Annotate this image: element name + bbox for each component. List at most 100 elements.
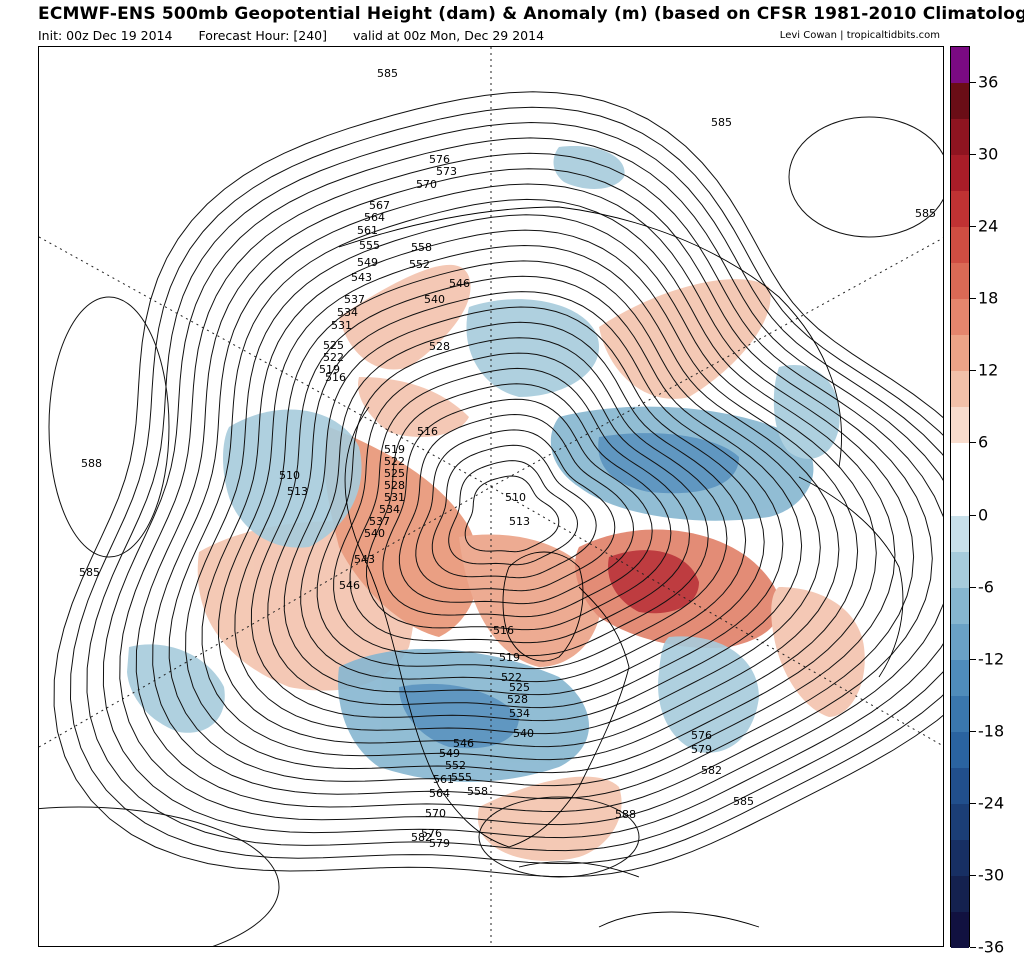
colorbar-segment (951, 191, 969, 228)
contour-label: 534 (337, 306, 358, 319)
contour-label: 558 (411, 241, 432, 254)
height-contour (464, 475, 560, 553)
contour-label: 585 (377, 67, 398, 80)
colorbar-label: -30 (978, 865, 1005, 885)
colorbar-label: 12 (978, 360, 999, 380)
contour-label: 531 (331, 319, 352, 332)
colorbar-segment (951, 443, 969, 480)
height-contour (250, 275, 803, 722)
contour-label: 576 (421, 827, 442, 840)
contour-label: 528 (507, 693, 528, 706)
colorbar-label: -36 (978, 937, 1005, 957)
colorbar-label: 36 (978, 72, 999, 92)
height-contour (168, 198, 896, 787)
anomaly-blob-kara (466, 299, 599, 397)
valid-time: valid at 00z Mon, Dec 29 2014 (353, 28, 545, 43)
height-contour (234, 260, 821, 735)
colorbar-segment (951, 335, 969, 372)
contour-label: 528 (384, 479, 405, 492)
colorbar-label: -24 (978, 793, 1005, 813)
coast-caribbean (518, 861, 640, 878)
contour-label: 555 (451, 771, 472, 784)
colorbar-tick (970, 370, 976, 372)
anomaly-blob-atlantic-core (608, 550, 699, 614)
contour-label: 564 (364, 211, 385, 224)
height-contour (431, 444, 597, 579)
height-contour (316, 337, 728, 670)
colorbar-tick (970, 82, 976, 84)
colorbar-tick (970, 586, 976, 588)
anomaly-blob-siberia-east (599, 279, 771, 399)
colorbar-tick (970, 874, 976, 876)
height-contour (283, 306, 765, 696)
contour-label: 519 (319, 363, 340, 376)
contour-label: 555 (359, 239, 380, 252)
colorbar-segment (951, 299, 969, 336)
run-info: Init: 00z Dec 19 2014 Forecast Hour: [24… (38, 28, 566, 43)
contour-label: 564 (429, 787, 450, 800)
chart-title: ECMWF-ENS 500mb Geopotential Height (dam… (38, 4, 1024, 24)
negative-anomaly-shading (127, 146, 840, 782)
colorbar-segment (951, 227, 969, 264)
contour-label: 552 (409, 258, 430, 271)
contour-label: 528 (429, 340, 450, 353)
colorbar-tick (970, 947, 976, 948)
colorbar-tick (970, 442, 976, 444)
coastlines (338, 206, 904, 928)
colorbar-segment (951, 731, 969, 769)
colorbar-segment (951, 695, 969, 733)
height-contour (349, 367, 691, 644)
contour-label: 525 (384, 467, 405, 480)
contour-label: 537 (369, 515, 390, 528)
colorbar-segment (951, 479, 969, 516)
map-panel: 585 576 573 570 567 564 561 555 558 549 552 543 546 5… (38, 46, 944, 947)
contour-label: 540 (513, 727, 534, 740)
contour-label: 579 (691, 743, 712, 756)
contour-label: 558 (467, 785, 488, 798)
coast-south-america (598, 911, 760, 928)
height-contour (69, 106, 943, 865)
colorbar-tick (970, 658, 976, 660)
colorbar-segment (951, 119, 969, 156)
contour-label: 510 (279, 469, 300, 482)
height-contour (365, 383, 672, 631)
contour-label: 582 (701, 764, 722, 777)
height-contour (267, 291, 784, 709)
colorbar-segment (951, 83, 969, 120)
colorbar-label: -6 (978, 577, 994, 597)
contour-label: 534 (379, 503, 400, 516)
height-contour (217, 244, 840, 748)
colorbar (950, 46, 970, 949)
contour-label: 522 (323, 351, 344, 364)
height-contour-high (48, 296, 170, 558)
contour-label: 585 (711, 116, 732, 129)
credit: Levi Cowan | tropicaltidbits.com (779, 30, 940, 41)
contour-label: 561 (433, 773, 454, 786)
colorbar-segment (951, 875, 969, 913)
height-contour-high (478, 796, 640, 878)
contour-label: 516 (493, 624, 514, 637)
height-contour (185, 214, 877, 774)
contour-label: 573 (436, 165, 457, 178)
colorbar-segment (951, 803, 969, 841)
colorbar-segment (951, 551, 969, 589)
coast-europe (798, 476, 904, 678)
colorbar-segment (951, 47, 969, 84)
colorbar-segment (951, 371, 969, 408)
height-contour (201, 229, 859, 761)
colorbar-label: 6 (978, 432, 989, 452)
height-contour (415, 429, 616, 592)
coast-greenland (502, 551, 584, 662)
contour-label: 525 (509, 681, 530, 694)
colorbar-label: 0 (978, 505, 989, 525)
contour-label: 570 (416, 178, 437, 191)
height-contour (382, 398, 653, 618)
colorbar-label: 24 (978, 216, 999, 236)
contour-label: 543 (354, 553, 375, 566)
contour-label: 552 (445, 759, 466, 772)
colorbar-segment (951, 623, 969, 661)
colorbar-segment (951, 911, 969, 949)
colorbar-tick (970, 730, 976, 732)
graticule (39, 47, 943, 946)
